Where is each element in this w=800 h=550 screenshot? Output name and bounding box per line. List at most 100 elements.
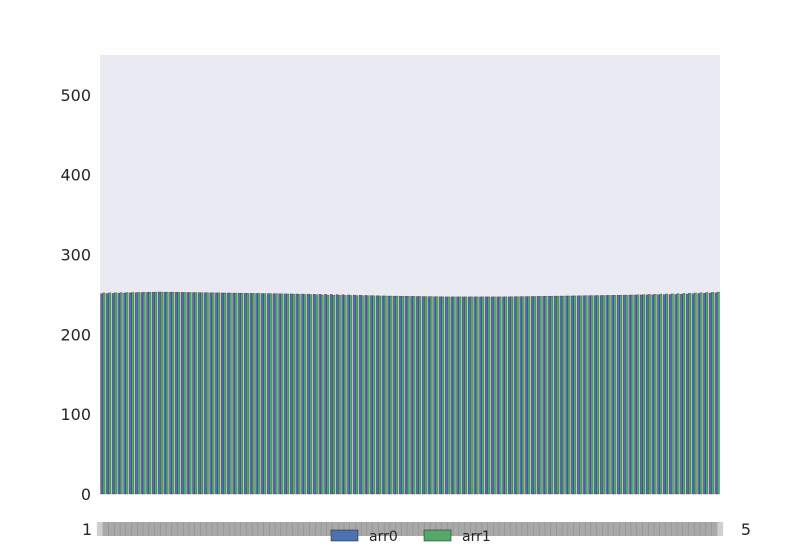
bar-arr0 — [289, 293, 293, 495]
bar-arr1 — [487, 296, 491, 495]
bar-arr0 — [117, 292, 121, 495]
bar-arr1 — [337, 295, 341, 495]
bar-arr0 — [634, 294, 638, 495]
y-tick-label: 200 — [60, 325, 91, 344]
bar-arr0 — [519, 296, 523, 495]
bar-arr0 — [364, 295, 368, 495]
bar-arr0 — [324, 294, 328, 495]
bar-arr0 — [232, 292, 236, 495]
bar-arr1 — [533, 296, 536, 495]
bar-arr1 — [481, 296, 485, 495]
bar-arr1 — [251, 293, 255, 495]
bar-arr1 — [412, 296, 416, 495]
x-tick-label-overlap — [223, 522, 236, 536]
bar-arr0 — [129, 292, 132, 495]
bar-arr0 — [599, 295, 603, 495]
x-tick-label-overlap — [188, 522, 201, 536]
bar-arr1 — [297, 294, 301, 495]
bar-arr1 — [188, 292, 192, 495]
bar-arr1 — [274, 293, 278, 495]
bar-arr0 — [421, 296, 425, 495]
bar-arr0 — [111, 293, 115, 495]
x-tick-label-overlap — [521, 522, 534, 536]
x-tick-label-overlap — [492, 522, 505, 536]
x-tick-label-overlap — [303, 522, 316, 536]
bar-arr0 — [146, 292, 150, 495]
bar-arr1 — [699, 292, 703, 495]
bar-arr0 — [301, 293, 305, 495]
bar-arr0 — [140, 292, 144, 495]
bar-arr1 — [142, 292, 146, 495]
x-tick-label-overlap — [372, 522, 385, 536]
bar-arr0 — [387, 295, 391, 495]
bar-arr1 — [355, 295, 359, 495]
bar-arr1 — [579, 295, 582, 495]
bar-arr1 — [108, 292, 112, 495]
bar-arr1 — [269, 293, 272, 495]
bar-arr1 — [343, 295, 347, 495]
x-tick-label-overlap — [665, 522, 678, 536]
bar-arr1 — [240, 292, 244, 495]
x-tick-label-overlap — [383, 522, 396, 536]
x-tick-label-overlap — [395, 522, 408, 536]
bar-arr0 — [106, 293, 109, 495]
bar-arr1 — [200, 292, 204, 495]
x-tick-label-overlap — [636, 522, 649, 536]
bar-arr1 — [630, 294, 634, 495]
bar-arr0 — [215, 292, 218, 495]
x-tick-label-overlap — [108, 522, 121, 536]
x-tick-label-overlap — [315, 522, 328, 536]
x-tick-label-overlap — [309, 522, 322, 536]
bar-arr1 — [625, 294, 628, 495]
bar-arr0 — [548, 295, 551, 495]
bar-arr0 — [341, 294, 345, 495]
bar-arr0 — [502, 296, 505, 495]
x-tick-label-overlap — [596, 522, 609, 536]
x-tick-label-overlap — [533, 522, 546, 536]
x-tick-label-overlap — [676, 522, 689, 536]
bar-arr1 — [647, 294, 651, 495]
bar-arr1 — [424, 296, 427, 495]
bar-arr0 — [243, 293, 247, 495]
x-tick-label-overlap — [297, 522, 310, 536]
y-tick-label: 100 — [60, 405, 91, 424]
x-tick-label-overlap — [711, 522, 724, 536]
x-tick-label-overlap — [366, 522, 379, 536]
x-tick-label-overlap — [228, 522, 241, 536]
bar-arr0 — [433, 296, 437, 495]
x-tick-label-overlap — [705, 522, 718, 536]
bar-arr0 — [703, 293, 706, 495]
x-tick-label-overlap — [510, 522, 523, 536]
bar-arr1 — [326, 294, 330, 495]
bar-arr1 — [165, 291, 169, 495]
bar-arr0 — [352, 294, 356, 495]
bar-arr1 — [131, 292, 135, 495]
bar-arr0 — [479, 296, 483, 495]
bar-arr1 — [406, 296, 410, 495]
x-tick-label-overlap — [579, 522, 592, 536]
bar-arr0 — [123, 292, 127, 495]
x-tick-label-overlap — [642, 522, 655, 536]
bar-arr1 — [401, 295, 404, 495]
x-tick-label-overlap — [550, 522, 563, 536]
x-tick-label-overlap — [406, 522, 419, 536]
bar-arr1 — [464, 296, 468, 495]
x-tick-label-overlap — [670, 522, 683, 536]
x-tick-label-overlap — [194, 522, 207, 536]
x-tick-label-overlap — [263, 522, 276, 536]
bar-arr0 — [100, 293, 104, 495]
bar-arr0 — [708, 292, 712, 495]
bar-arr0 — [553, 295, 557, 495]
bar-arr1 — [378, 295, 381, 495]
bar-arr1 — [217, 292, 221, 495]
bar-arr0 — [588, 295, 592, 495]
bar-arr0 — [622, 294, 626, 495]
x-tick-label-overlap — [699, 522, 712, 536]
bar-arr0 — [312, 293, 316, 495]
bar-arr1 — [234, 292, 238, 495]
bar-arr1 — [716, 291, 720, 495]
bar-arr0 — [576, 295, 580, 495]
bar-series — [100, 291, 720, 495]
bar-arr0 — [507, 296, 511, 495]
bar-arr0 — [238, 292, 241, 495]
